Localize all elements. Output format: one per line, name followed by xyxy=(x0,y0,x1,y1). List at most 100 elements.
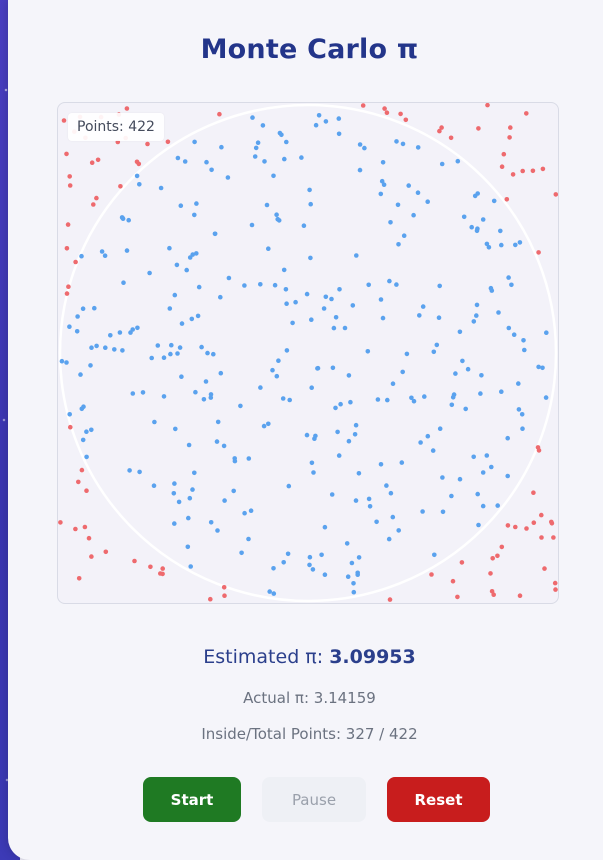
outside-point xyxy=(448,135,454,141)
inside-point xyxy=(281,560,286,565)
inside-point xyxy=(178,203,184,208)
inside-point xyxy=(119,215,125,220)
outside-point xyxy=(490,556,496,561)
inside-point xyxy=(270,367,275,373)
outside-point xyxy=(76,576,82,581)
inside-point xyxy=(356,555,362,560)
inside-point xyxy=(505,435,511,441)
inside-point xyxy=(134,173,140,179)
inside-point xyxy=(185,544,191,550)
inside-point xyxy=(439,161,445,167)
inside-point xyxy=(453,371,458,376)
inside-point xyxy=(395,202,401,208)
inside-point xyxy=(281,267,287,273)
inside-point xyxy=(250,115,255,120)
inside-total-points: Inside/Total Points: 327 / 422 xyxy=(201,725,418,743)
inside-point xyxy=(381,182,387,187)
inside-point xyxy=(218,294,223,300)
inside-point xyxy=(195,313,201,319)
page-title: Monte Carlo π xyxy=(200,34,419,65)
outside-point xyxy=(513,524,518,530)
outside-point xyxy=(384,110,390,115)
inside-point xyxy=(465,366,471,372)
inside-point xyxy=(355,572,361,577)
outside-point xyxy=(531,520,537,525)
inside-point xyxy=(311,470,316,475)
inside-point xyxy=(323,294,329,300)
inside-point xyxy=(543,395,549,400)
start-button[interactable]: Start xyxy=(143,777,241,822)
inside-point xyxy=(461,214,467,220)
inside-point xyxy=(267,589,272,594)
inside-point xyxy=(322,524,328,530)
inside-point xyxy=(175,155,181,161)
outside-point xyxy=(535,445,541,450)
inside-point xyxy=(499,389,504,395)
inside-point xyxy=(231,488,236,494)
inside-point xyxy=(484,453,490,458)
inside-point xyxy=(167,306,173,311)
inside-point xyxy=(425,433,431,439)
outside-point xyxy=(501,151,507,157)
outside-point xyxy=(553,587,558,592)
outside-point xyxy=(89,160,95,165)
inside-point xyxy=(59,358,65,364)
reset-button[interactable]: Reset xyxy=(387,777,490,822)
inside-point xyxy=(189,316,195,322)
outside-point xyxy=(145,141,150,147)
inside-point xyxy=(449,402,455,408)
inside-point xyxy=(205,350,210,356)
outside-point xyxy=(499,544,505,550)
inside-point xyxy=(437,426,443,432)
inside-point xyxy=(219,144,224,150)
inside-point xyxy=(406,183,412,188)
inside-point xyxy=(425,199,431,204)
outside-point xyxy=(58,520,63,525)
inside-point xyxy=(394,139,399,144)
inside-point xyxy=(366,496,372,502)
inside-point xyxy=(350,303,356,308)
outside-point xyxy=(84,488,89,494)
inside-point xyxy=(239,550,244,556)
outside-point xyxy=(61,118,67,123)
outside-point xyxy=(495,553,500,559)
inside-point xyxy=(309,385,314,391)
inside-point xyxy=(335,429,340,435)
inside-point xyxy=(337,287,342,292)
outside-point xyxy=(551,535,556,540)
inside-point xyxy=(357,142,363,147)
inside-point xyxy=(362,145,367,151)
inside-point xyxy=(75,314,80,319)
inside-point xyxy=(367,504,373,509)
inside-point xyxy=(344,541,350,546)
inside-point xyxy=(208,395,214,400)
inside-point xyxy=(274,212,279,217)
inside-point xyxy=(321,306,327,311)
inside-point xyxy=(284,139,289,145)
inside-point xyxy=(513,242,518,248)
inside-point xyxy=(222,498,227,503)
inside-point xyxy=(264,202,270,208)
outside-point xyxy=(520,168,525,174)
inside-point xyxy=(201,397,207,402)
outside-point xyxy=(450,578,456,584)
inside-point xyxy=(79,253,84,259)
pause-button[interactable]: Pause xyxy=(262,777,366,822)
inside-point xyxy=(174,262,180,268)
inside-point xyxy=(117,330,123,335)
outside-point xyxy=(64,291,70,296)
outside-point xyxy=(217,111,222,117)
inside-point xyxy=(276,358,281,363)
inside-point xyxy=(509,282,514,288)
inside-point xyxy=(331,325,337,331)
inside-point xyxy=(388,220,393,225)
inside-point xyxy=(400,369,406,375)
outside-point xyxy=(437,128,442,134)
inside-point xyxy=(378,462,384,467)
inside-point xyxy=(491,198,497,204)
inside-point xyxy=(161,394,167,399)
outside-point xyxy=(91,202,96,207)
inside-point xyxy=(226,275,232,281)
inside-point xyxy=(209,167,214,173)
inside-point xyxy=(258,282,263,287)
